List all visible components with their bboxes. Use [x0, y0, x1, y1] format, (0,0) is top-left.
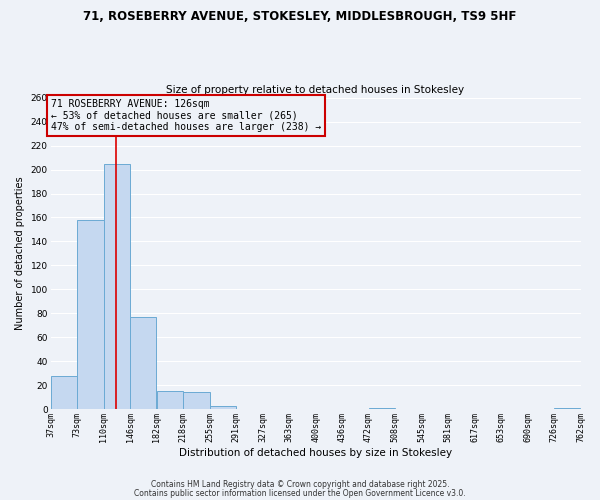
Bar — [77, 220, 104, 409]
Bar — [51, 376, 77, 409]
Text: 71, ROSEBERRY AVENUE, STOKESLEY, MIDDLESBROUGH, TS9 5HF: 71, ROSEBERRY AVENUE, STOKESLEY, MIDDLES… — [83, 10, 517, 23]
Bar — [130, 317, 157, 409]
Bar — [554, 408, 580, 409]
X-axis label: Distribution of detached houses by size in Stokesley: Distribution of detached houses by size … — [179, 448, 452, 458]
Title: Size of property relative to detached houses in Stokesley: Size of property relative to detached ho… — [166, 86, 464, 96]
Bar — [157, 391, 182, 409]
Bar — [104, 164, 130, 409]
Text: 71 ROSEBERRY AVENUE: 126sqm
← 53% of detached houses are smaller (265)
47% of se: 71 ROSEBERRY AVENUE: 126sqm ← 53% of det… — [52, 99, 322, 132]
Text: Contains public sector information licensed under the Open Government Licence v3: Contains public sector information licen… — [134, 488, 466, 498]
Bar — [210, 406, 236, 409]
Bar — [183, 392, 210, 409]
Text: Contains HM Land Registry data © Crown copyright and database right 2025.: Contains HM Land Registry data © Crown c… — [151, 480, 449, 489]
Bar — [369, 408, 395, 409]
Y-axis label: Number of detached properties: Number of detached properties — [15, 176, 25, 330]
